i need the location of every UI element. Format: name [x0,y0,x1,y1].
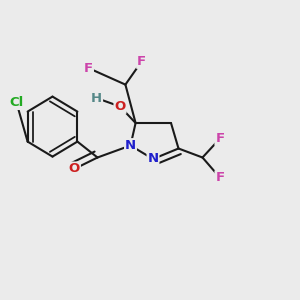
Text: H: H [91,92,102,105]
Text: F: F [215,171,224,184]
Text: Cl: Cl [9,96,24,109]
Text: F: F [84,61,93,75]
Text: O: O [114,100,126,113]
Text: F: F [215,132,224,145]
Text: N: N [147,152,159,166]
Text: O: O [69,162,80,176]
Text: F: F [137,55,146,68]
Text: N: N [125,139,136,152]
